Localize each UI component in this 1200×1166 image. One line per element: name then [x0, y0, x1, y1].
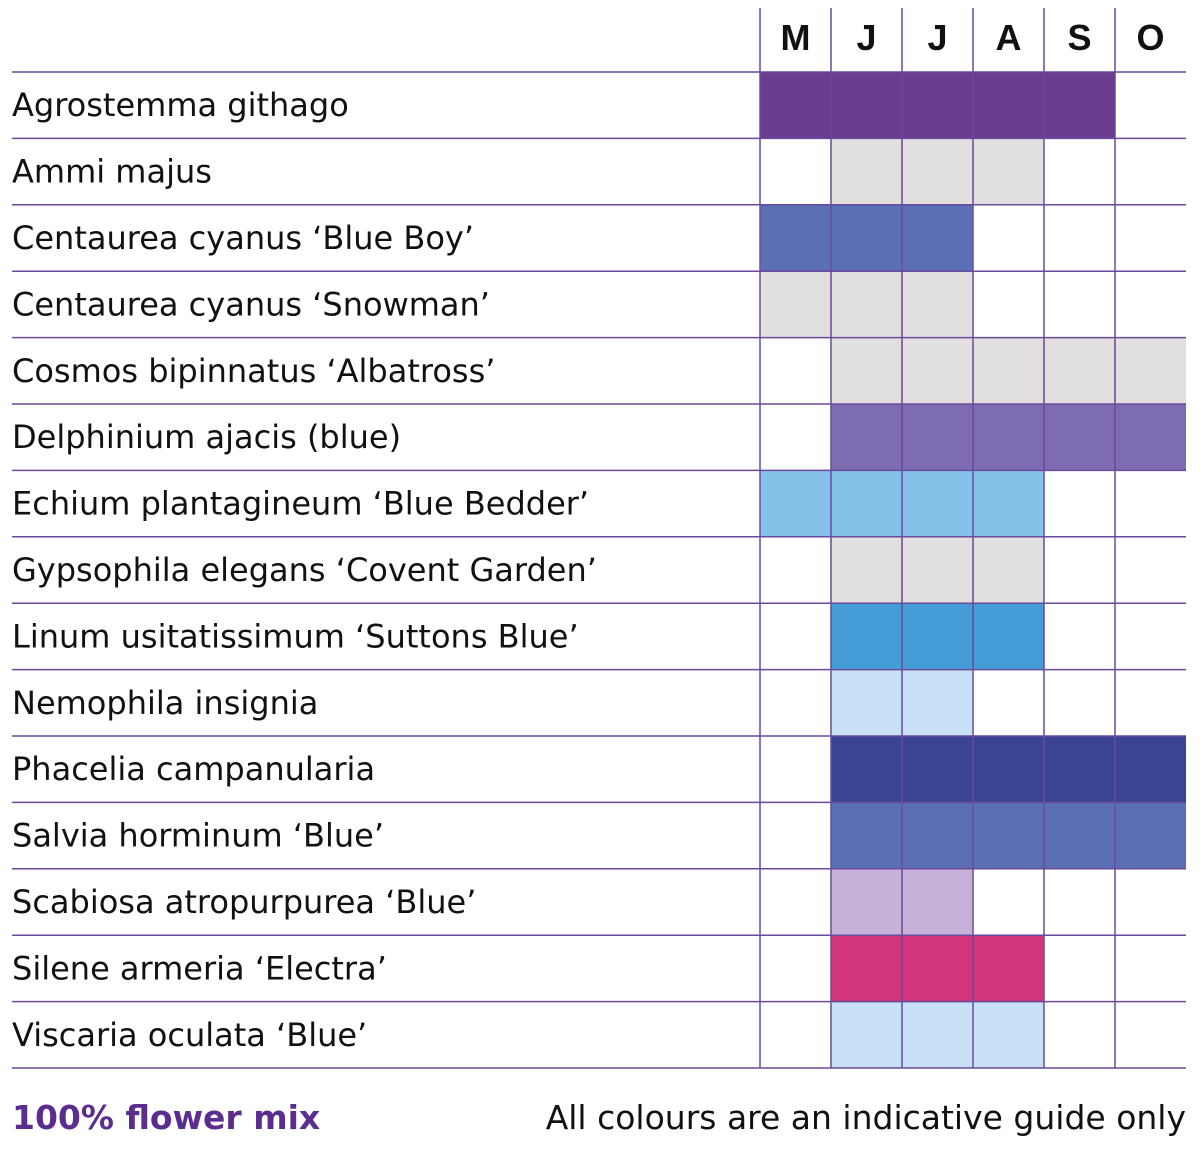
bloom-cell	[973, 138, 1044, 205]
species-label: Salvia horminum ‘Blue’	[12, 817, 384, 855]
species-label: Ammi majus	[12, 153, 212, 191]
species-label: Cosmos bipinnatus ‘Albatross’	[12, 352, 495, 390]
bloom-cell	[760, 204, 831, 272]
bloom-cell	[760, 271, 831, 338]
bloom-cell	[973, 1001, 1044, 1068]
species-label: Gypsophila elegans ‘Covent Garden’	[12, 551, 597, 589]
bloom-cell	[902, 204, 973, 272]
species-label: Phacelia campanularia	[12, 750, 375, 788]
bloom-cell	[973, 470, 1044, 537]
bloom-cell	[1044, 337, 1115, 404]
bloom-cell	[902, 736, 973, 803]
species-label: Delphinium ajacis (blue)	[12, 418, 401, 456]
bloom-cell	[973, 72, 1044, 139]
bloom-cell	[902, 603, 973, 670]
bloom-cell	[902, 669, 973, 736]
bloom-cell	[1115, 736, 1186, 803]
bloom-cell	[902, 72, 973, 139]
bloom-cell	[1115, 337, 1186, 404]
bloom-cell	[902, 337, 973, 404]
bloom-cell	[1115, 802, 1186, 869]
bloom-cell	[831, 802, 902, 869]
bloom-cell	[831, 138, 902, 205]
species-label: Silene armeria ‘Electra’	[12, 949, 387, 987]
bloom-cell	[973, 802, 1044, 869]
month-header: O	[1136, 17, 1164, 58]
bloom-cell	[973, 536, 1044, 604]
bloom-cell	[831, 603, 902, 670]
bloom-cell	[973, 337, 1044, 404]
month-header: J	[856, 17, 876, 58]
bloom-cell	[1115, 404, 1186, 471]
bloom-cell	[902, 868, 973, 936]
bloom-cell	[902, 935, 973, 1002]
bloom-cell	[831, 669, 902, 736]
species-label: Agrostemma githago	[12, 86, 349, 124]
bloom-cell	[902, 536, 973, 604]
bloom-cell	[902, 470, 973, 537]
bloom-cell	[831, 935, 902, 1002]
bloom-cell	[973, 404, 1044, 471]
bloom-cell	[760, 470, 831, 537]
bloom-cell	[973, 736, 1044, 803]
flowering-chart: M J J A S O Agrostemma githago Ammi majus Centau…	[12, 8, 1186, 1069]
bloom-cell	[973, 603, 1044, 670]
bloom-cell	[831, 736, 902, 803]
bloom-cell	[1044, 802, 1115, 869]
bloom-cell	[831, 470, 902, 537]
species-label: Nemophila insignia	[12, 684, 318, 722]
bloom-cell	[831, 204, 902, 272]
species-label: Scabiosa atropurpurea ‘Blue’	[12, 883, 476, 921]
bloom-cell	[902, 1001, 973, 1068]
bloom-cell	[1044, 404, 1115, 471]
species-label: Viscaria oculata ‘Blue’	[12, 1016, 367, 1054]
bloom-cell	[902, 271, 973, 338]
bloom-cell	[831, 404, 902, 471]
bloom-cell	[902, 802, 973, 869]
colour-note: All colours are an indicative guide only	[545, 1098, 1186, 1137]
bloom-cell	[1044, 736, 1115, 803]
bloom-cell	[831, 536, 902, 604]
bloom-cell	[1044, 72, 1115, 139]
species-label: Centaurea cyanus ‘Blue Boy’	[12, 219, 474, 257]
bloom-cell	[902, 404, 973, 471]
bloom-cell	[902, 138, 973, 205]
month-header: M	[781, 17, 811, 58]
bloom-cell	[973, 935, 1044, 1002]
species-label: Centaurea cyanus ‘Snowman’	[12, 285, 490, 323]
month-header: A	[996, 17, 1022, 58]
bloom-cell	[760, 72, 831, 139]
bloom-cell	[831, 271, 902, 338]
bloom-cell	[831, 868, 902, 936]
bloom-cell	[831, 72, 902, 139]
month-header: S	[1067, 17, 1091, 58]
month-header: J	[927, 17, 947, 58]
species-label: Echium plantagineum ‘Blue Bedder’	[12, 485, 589, 523]
bloom-cell	[831, 1001, 902, 1068]
bloom-cell	[831, 337, 902, 404]
species-label: Linum usitatissimum ‘Suttons Blue’	[12, 617, 579, 655]
mix-label: 100% flower mix	[12, 1098, 321, 1137]
